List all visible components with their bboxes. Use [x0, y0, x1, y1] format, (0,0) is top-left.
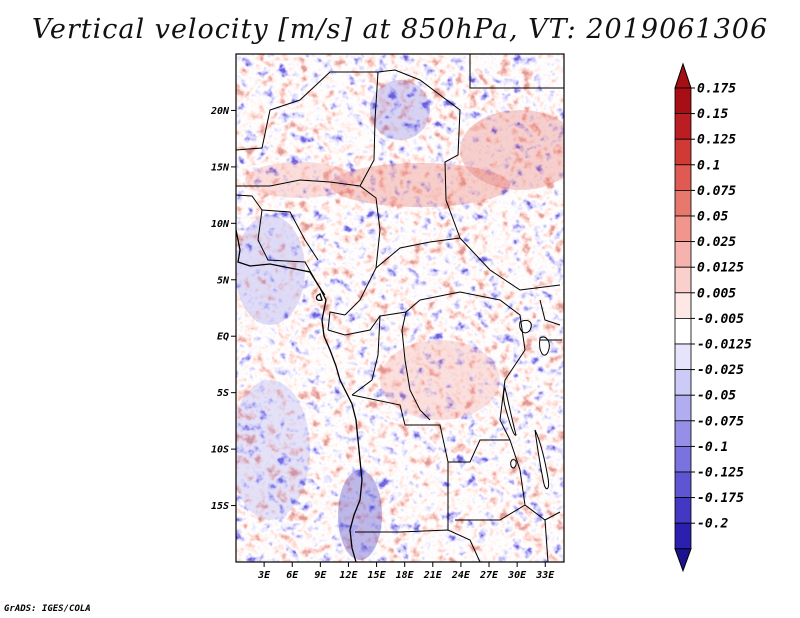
lat-tick-label: 5S [217, 388, 229, 399]
colorbar-label: -0.025 [697, 363, 744, 378]
lon-tick-label: 6E [286, 570, 299, 581]
lon-tick-label: 9E [314, 570, 327, 581]
lat-tick-label: 10S [211, 445, 229, 456]
lon-tick-label: 3E [257, 570, 271, 581]
colorbar-label: -0.1 [697, 440, 728, 455]
lon-tick-label: 18E [396, 570, 415, 581]
colorbar-label: 0.025 [697, 235, 736, 250]
coastline [236, 229, 363, 562]
lon-tick-label: 27E [479, 570, 499, 581]
colorbar-label: 0.1 [697, 158, 720, 173]
colorbar-swatch [674, 113, 692, 140]
lon-tick-label: 30E [507, 570, 527, 581]
plot-frame [235, 53, 565, 563]
colorbar-top-arrow [674, 62, 692, 89]
colorbar-label: 0.075 [697, 184, 736, 199]
lon-tick-label: 33E [535, 570, 555, 581]
colorbar-swatch [674, 138, 692, 166]
colorbar-swatch [674, 87, 692, 115]
colorbar-swatch [674, 164, 692, 191]
colorbar-label: 0.05 [697, 210, 728, 225]
colorbar-label: 0.125 [697, 133, 736, 148]
colorbar-swatch [674, 369, 692, 396]
colorbar-label: -0.2 [697, 517, 728, 532]
colorbar-bottom-arrow [674, 548, 692, 573]
colorbar-label: 0.0125 [697, 261, 744, 276]
colorbar-label: -0.005 [697, 312, 744, 327]
lon-tick-label: 12E [339, 570, 358, 581]
colorbar-label: 0.005 [697, 286, 736, 301]
lon-tick-label: 15E [368, 570, 387, 581]
colorbar-swatch [674, 292, 692, 319]
colorbar-label: -0.125 [697, 466, 744, 481]
colorbar-swatch [674, 522, 692, 550]
lat-tick-label: 20N [210, 106, 230, 117]
chart-title: Vertical velocity [m/s] at 850hPa, VT: 2… [31, 14, 769, 45]
lat-tick-label: 15S [211, 501, 229, 512]
lat-tick-label: 5N [217, 275, 230, 286]
lat-tick-label: 15N [211, 162, 230, 173]
colorbar-swatch [674, 471, 692, 499]
velocity-field [236, 54, 564, 562]
colorbar-label: -0.05 [697, 389, 736, 404]
grads-credit: GrADS: IGES/COLA [4, 604, 91, 614]
colorbar-swatch [674, 241, 692, 268]
longitude-axis: 3E 6E 9E 12E 15E 18E 21E 24E 27E 30E 33E [257, 562, 555, 581]
colorbar-swatch [674, 317, 692, 345]
country-borders [236, 54, 564, 562]
latitude-axis: 20N 15N 10N 5N EQ 5S 10S 15S [210, 106, 236, 512]
colorbar-label: 0.175 [697, 82, 736, 97]
lat-tick-label: EQ [217, 332, 229, 343]
colorbar-swatch [674, 497, 692, 524]
colorbar-label: -0.0125 [697, 338, 752, 353]
colorbar-swatch [674, 215, 692, 243]
colorbar-swatch [674, 445, 692, 473]
colorbar-swatch [674, 266, 692, 294]
lon-tick-label: 21E [423, 570, 443, 581]
map-plot-area: 20N 15N 10N 5N EQ 5S 10S 15S 3E 6E 9E 12E 15E 18E 21E… [210, 53, 565, 581]
colorbar-label: -0.075 [697, 414, 744, 429]
colorbar-swatch [674, 420, 692, 447]
colorbar-swatch [674, 189, 692, 217]
colorbar-label: -0.175 [697, 491, 744, 506]
lon-tick-label: 24E [451, 570, 471, 581]
colorbar: 0.175 0.15 0.125 0.1 0.075 0.05 0.025 0.0125 0.0… [674, 62, 752, 573]
colorbar-swatch [674, 343, 692, 371]
colorbar-swatch [674, 394, 692, 422]
colorbar-label: 0.15 [697, 107, 728, 122]
lat-tick-label: 10N [211, 219, 230, 230]
